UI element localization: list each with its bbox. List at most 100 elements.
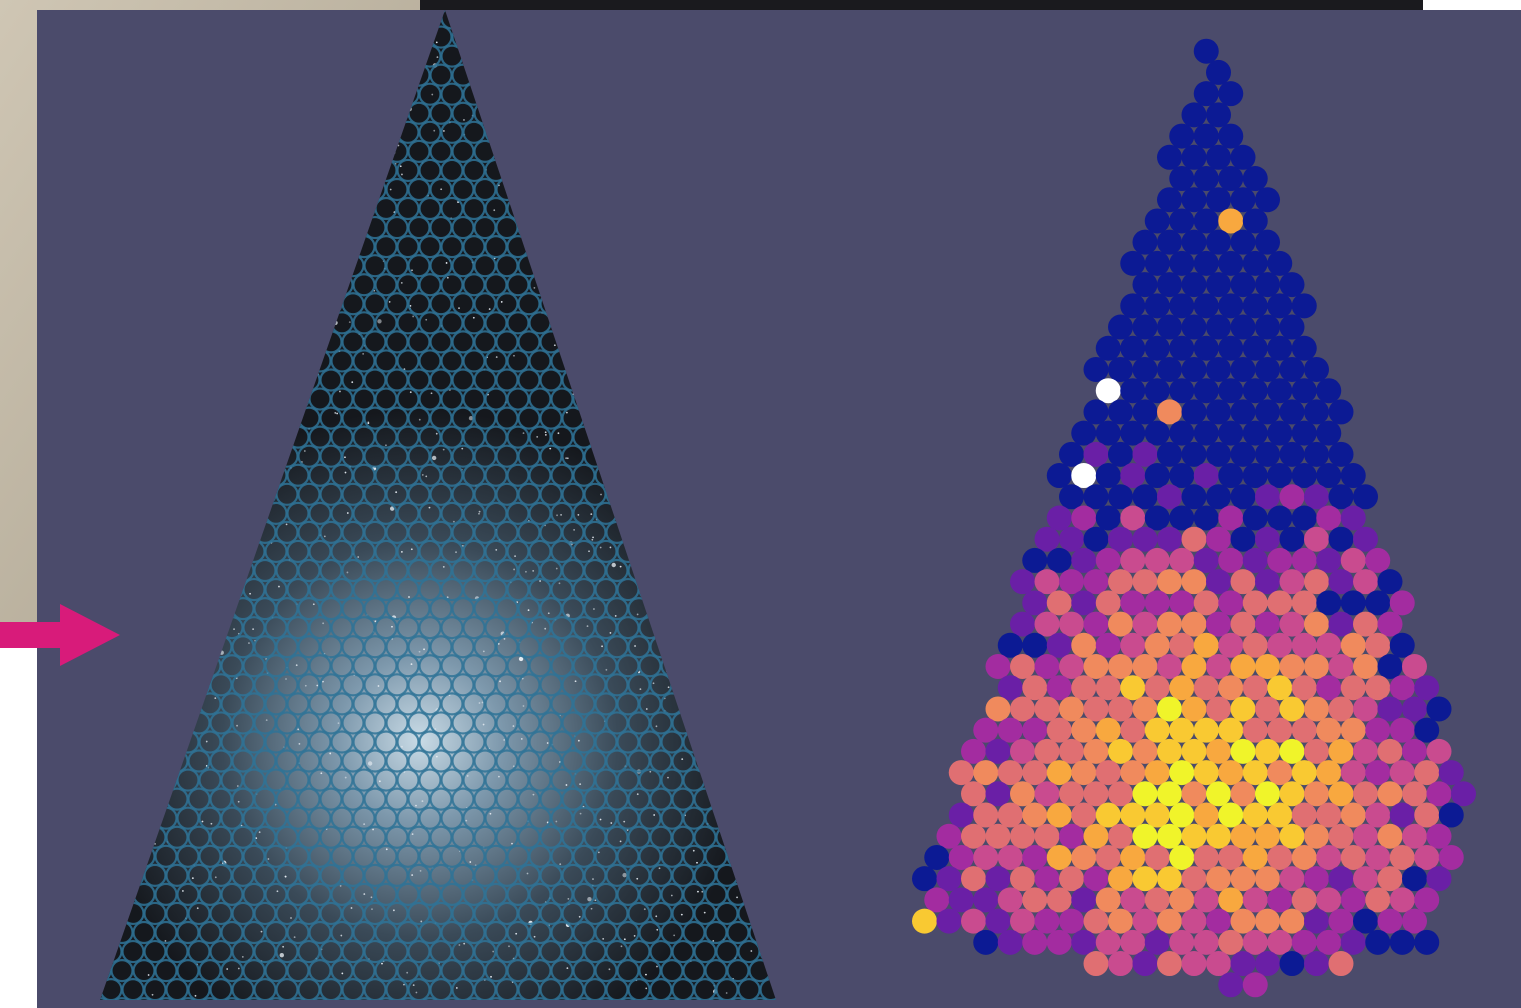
fiber-outline: [352, 997, 376, 1000]
fiber: [1193, 81, 1219, 107]
fiber: [912, 866, 937, 892]
star: [374, 620, 377, 623]
fiber: [1230, 569, 1256, 595]
star: [323, 535, 326, 538]
fiber: [1279, 908, 1305, 934]
star: [408, 596, 410, 598]
fiber: [1132, 526, 1158, 552]
star: [461, 447, 464, 450]
star: [440, 188, 443, 191]
star: [164, 940, 167, 942]
fiber: [1242, 760, 1268, 786]
fiber: [1169, 887, 1195, 913]
star: [532, 569, 535, 572]
fiber: [1402, 823, 1427, 849]
fiber: [1169, 760, 1195, 786]
fiber: [1353, 823, 1378, 849]
star: [512, 725, 515, 727]
fiber: [1108, 484, 1133, 510]
fiber: [1291, 887, 1317, 913]
fiber: [1230, 314, 1256, 340]
star: [357, 556, 360, 558]
fiber: [1353, 696, 1378, 722]
fiber: [1389, 632, 1415, 658]
fiber: [1181, 484, 1207, 510]
fiber: [1279, 654, 1305, 680]
fiber: [1120, 378, 1146, 404]
star: [465, 819, 468, 822]
star: [600, 493, 602, 496]
fiber: [1242, 505, 1268, 531]
fiber: [1046, 547, 1072, 573]
fiber: [1377, 908, 1403, 934]
star: [403, 983, 405, 986]
fiber: [1206, 866, 1231, 892]
fiber: [1279, 399, 1305, 425]
fiber: [1340, 929, 1366, 955]
fiber: [1095, 887, 1121, 913]
fiber: [1279, 866, 1305, 892]
fiber: [1095, 590, 1121, 616]
star: [252, 628, 255, 631]
star: [468, 416, 474, 421]
fiber: [1291, 420, 1317, 446]
star: [560, 514, 562, 516]
fiber: [1402, 866, 1427, 892]
star: [265, 719, 268, 722]
fiber: [1365, 929, 1391, 955]
star: [522, 705, 525, 707]
fiber: [1071, 505, 1097, 531]
fiber: [1157, 187, 1182, 213]
fiber: [1071, 675, 1097, 701]
star: [348, 321, 351, 324]
star: [645, 987, 648, 990]
fiber: [1414, 675, 1440, 701]
star: [602, 937, 605, 940]
star: [458, 944, 461, 946]
fiber: [1193, 335, 1219, 361]
star: [411, 833, 414, 836]
fiber: [1193, 632, 1219, 658]
fiber: [1304, 781, 1329, 807]
fiber: [1414, 717, 1440, 743]
star: [249, 592, 251, 595]
star: [656, 965, 658, 968]
fiber: [948, 760, 974, 786]
star: [701, 890, 704, 893]
star: [593, 608, 595, 610]
fiber: [1255, 356, 1280, 382]
fiber: [1193, 123, 1219, 149]
fiber-outline: [220, 997, 244, 1000]
fiber: [1218, 420, 1244, 446]
fiber: [1377, 781, 1403, 807]
fiber: [1255, 441, 1280, 467]
fiber: [1218, 547, 1244, 573]
fiber: [1414, 929, 1440, 955]
star: [503, 637, 506, 640]
fiber: [1169, 717, 1195, 743]
fiber: [1426, 738, 1452, 764]
star: [559, 863, 562, 866]
fiber: [1193, 505, 1219, 531]
fiber-outline: [440, 997, 464, 1000]
star: [574, 680, 577, 683]
fiber: [1046, 632, 1072, 658]
star: [346, 512, 349, 514]
fiber: [1095, 547, 1121, 573]
fiber: [1206, 399, 1231, 425]
star: [410, 663, 413, 665]
fiber: [1095, 802, 1121, 828]
fiber: [1132, 654, 1158, 680]
fiber: [961, 781, 986, 807]
star: [425, 318, 428, 321]
fiber: [1451, 781, 1476, 807]
fiber: [1218, 844, 1244, 870]
fiber: [1034, 908, 1060, 934]
star: [525, 570, 527, 573]
star: [431, 93, 434, 96]
fiber: [1377, 823, 1403, 849]
fiber: [1353, 569, 1378, 595]
star: [610, 822, 613, 824]
